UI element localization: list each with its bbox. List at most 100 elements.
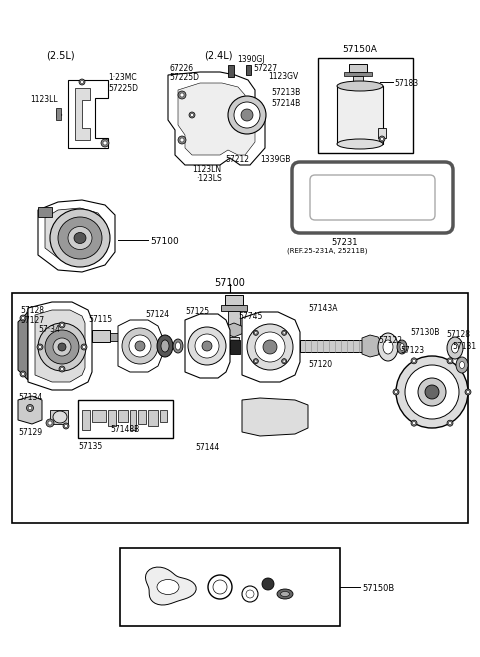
Text: 57100: 57100: [215, 278, 245, 288]
Ellipse shape: [176, 342, 180, 350]
Ellipse shape: [202, 341, 212, 351]
Text: 1123LN: 1123LN: [192, 165, 221, 174]
Ellipse shape: [178, 91, 186, 99]
Bar: [82, 410, 90, 430]
Text: 57131: 57131: [452, 342, 476, 351]
Ellipse shape: [157, 335, 173, 357]
Ellipse shape: [81, 344, 87, 350]
Ellipse shape: [180, 138, 184, 142]
Ellipse shape: [467, 390, 469, 394]
Polygon shape: [35, 310, 85, 382]
Text: 57227: 57227: [253, 64, 277, 73]
Ellipse shape: [452, 343, 458, 353]
Text: 57213B: 57213B: [271, 88, 300, 97]
Ellipse shape: [393, 389, 399, 395]
Ellipse shape: [64, 424, 68, 428]
Bar: [230, 340, 240, 354]
Bar: [56, 108, 61, 120]
Ellipse shape: [425, 385, 439, 399]
Text: 57183: 57183: [394, 79, 418, 88]
Bar: [228, 311, 240, 325]
Polygon shape: [18, 396, 42, 424]
Ellipse shape: [254, 360, 257, 363]
Ellipse shape: [418, 378, 446, 406]
Text: (2.4L): (2.4L): [204, 50, 232, 60]
Ellipse shape: [255, 332, 285, 362]
Text: 1123LL: 1123LL: [30, 95, 58, 104]
Ellipse shape: [246, 590, 254, 598]
Ellipse shape: [46, 419, 54, 427]
Polygon shape: [178, 83, 255, 155]
Text: 1390GJ: 1390GJ: [237, 55, 264, 64]
Bar: [118, 410, 128, 422]
Text: 1·23MC: 1·23MC: [108, 73, 137, 82]
Bar: [12, 293, 468, 523]
Polygon shape: [18, 312, 28, 380]
Ellipse shape: [20, 315, 26, 321]
Polygon shape: [168, 72, 265, 165]
FancyBboxPatch shape: [310, 175, 435, 220]
Ellipse shape: [234, 102, 260, 128]
Ellipse shape: [337, 81, 383, 91]
Ellipse shape: [253, 359, 258, 363]
Bar: [344, 72, 372, 76]
Ellipse shape: [58, 343, 66, 351]
Ellipse shape: [241, 109, 253, 121]
Text: 57225D: 57225D: [108, 84, 138, 93]
Ellipse shape: [28, 406, 32, 410]
Ellipse shape: [405, 365, 459, 419]
Text: 57115: 57115: [88, 315, 112, 324]
Text: 57150B: 57150B: [362, 584, 394, 593]
Text: 57144: 57144: [195, 443, 219, 452]
Ellipse shape: [81, 81, 84, 83]
Text: 57125: 57125: [185, 307, 209, 316]
Polygon shape: [38, 200, 115, 272]
Text: 57127: 57127: [20, 316, 44, 325]
Ellipse shape: [20, 371, 26, 377]
Ellipse shape: [447, 337, 463, 359]
Ellipse shape: [38, 323, 86, 371]
Text: (2.5L): (2.5L): [46, 50, 74, 60]
Ellipse shape: [448, 359, 452, 362]
Ellipse shape: [337, 139, 383, 149]
Ellipse shape: [208, 575, 232, 599]
Ellipse shape: [101, 139, 109, 147]
Bar: [221, 305, 247, 311]
Ellipse shape: [396, 356, 468, 428]
Polygon shape: [118, 320, 162, 372]
Polygon shape: [68, 80, 108, 148]
Ellipse shape: [59, 322, 65, 328]
Bar: [50, 410, 68, 424]
Polygon shape: [75, 88, 90, 140]
Ellipse shape: [253, 330, 258, 335]
Text: (REF.25-231A, 25211B): (REF.25-231A, 25211B): [287, 247, 367, 254]
Text: 1339GB: 1339GB: [260, 155, 290, 164]
Bar: [120, 548, 340, 626]
Bar: [148, 410, 158, 426]
Ellipse shape: [397, 340, 407, 354]
Text: 57212: 57212: [225, 155, 249, 164]
Ellipse shape: [135, 341, 145, 351]
Text: 1123GV: 1123GV: [268, 72, 298, 81]
Text: 67226: 67226: [169, 64, 193, 73]
Ellipse shape: [282, 330, 287, 335]
Bar: [130, 410, 136, 430]
Ellipse shape: [68, 227, 92, 250]
Ellipse shape: [180, 93, 184, 97]
Polygon shape: [242, 312, 300, 382]
Ellipse shape: [448, 422, 452, 424]
Ellipse shape: [465, 389, 471, 395]
Bar: [337, 86, 383, 144]
Bar: [318, 58, 413, 153]
Text: 57135: 57135: [78, 442, 102, 451]
Text: 57148B: 57148B: [110, 426, 140, 434]
Bar: [353, 76, 363, 86]
Bar: [160, 410, 167, 422]
Ellipse shape: [103, 141, 107, 145]
Ellipse shape: [213, 580, 227, 594]
Ellipse shape: [456, 357, 468, 373]
Ellipse shape: [280, 591, 289, 597]
Bar: [78, 400, 173, 438]
Ellipse shape: [26, 405, 34, 411]
FancyBboxPatch shape: [292, 162, 453, 233]
